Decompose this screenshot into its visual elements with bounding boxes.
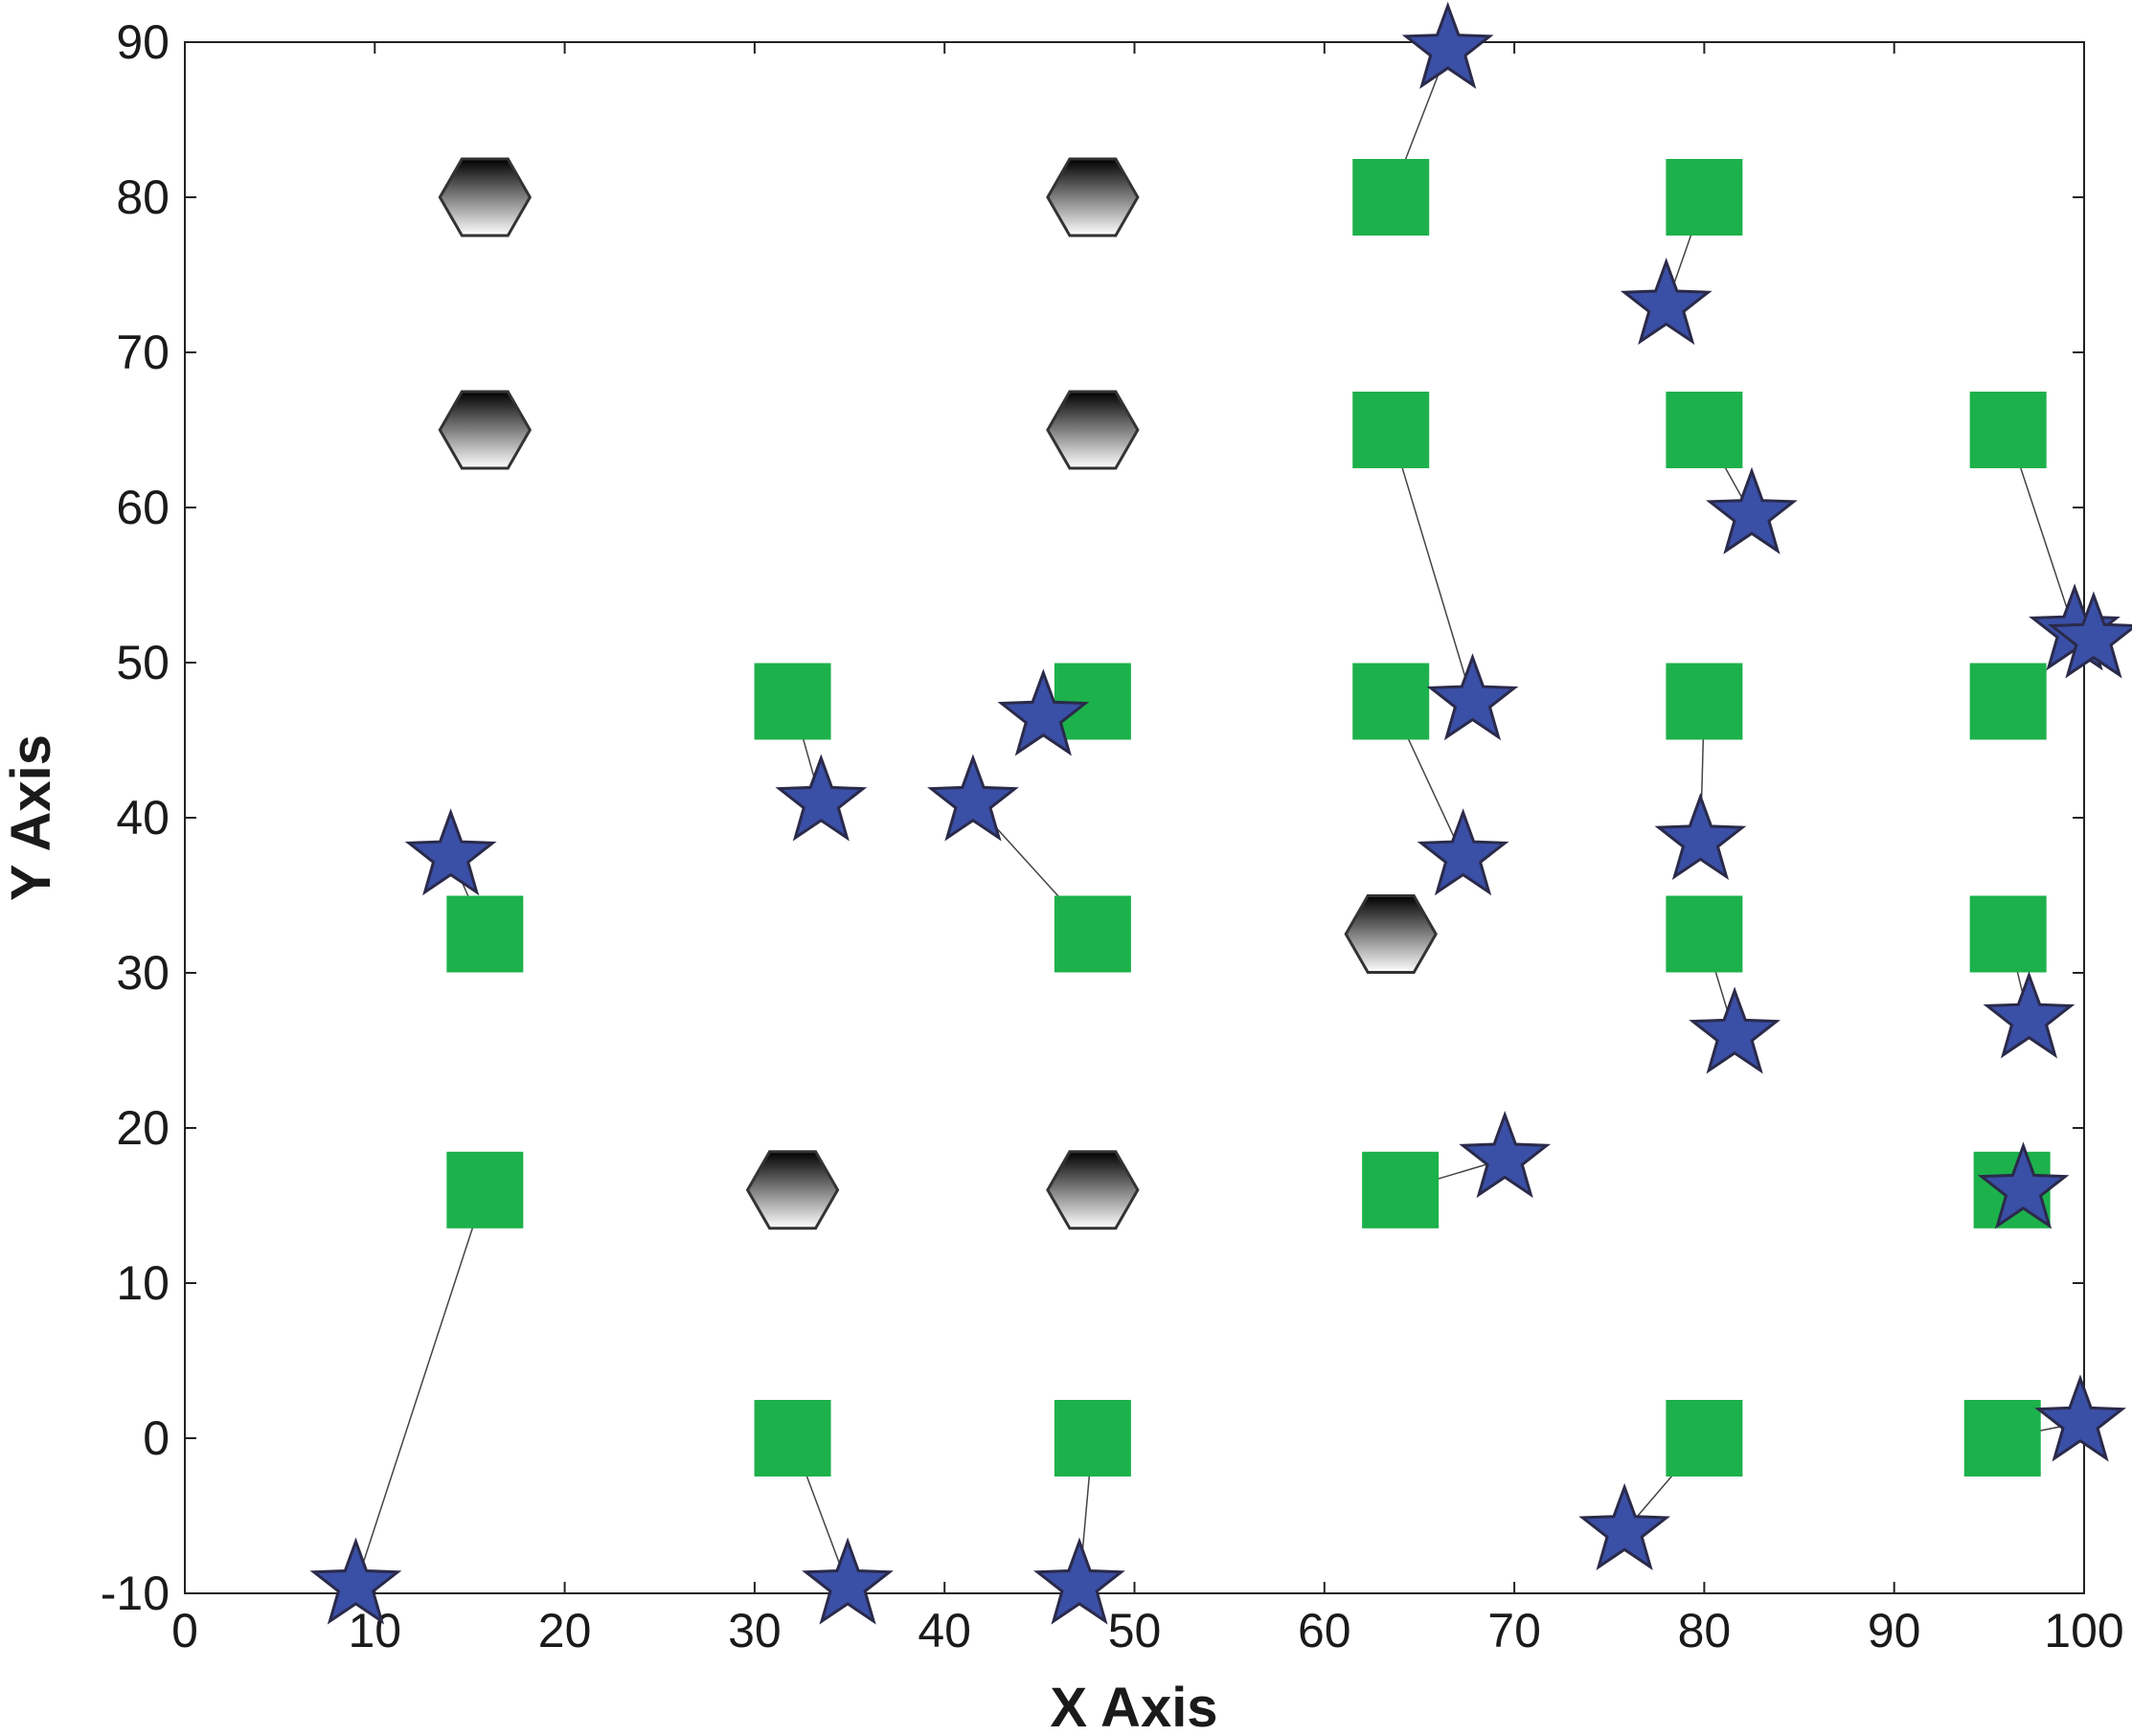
- hexagon-marker: [1046, 390, 1140, 470]
- x-tick-label: 70: [1487, 1604, 1541, 1657]
- x-tick-label: 0: [171, 1604, 198, 1657]
- y-tick-label: 70: [116, 326, 170, 379]
- plot-area: [184, 41, 2085, 1594]
- square-marker: [1969, 895, 2047, 973]
- link-line: [354, 1189, 487, 1587]
- star-marker: [1417, 808, 1509, 896]
- star-marker: [1977, 1141, 2070, 1229]
- star-marker: [1983, 971, 2075, 1059]
- star-marker: [1401, 1, 1494, 89]
- star-series: [309, 1, 2132, 1625]
- hexagon-marker: [1046, 157, 1140, 237]
- star-marker: [1578, 1482, 1671, 1570]
- hexagon-marker: [1046, 1150, 1140, 1230]
- star-marker: [802, 1537, 894, 1625]
- y-tick-label: 20: [116, 1101, 170, 1155]
- x-tick-label: 60: [1298, 1604, 1351, 1657]
- x-tick-label: 50: [1108, 1604, 1162, 1657]
- square-marker: [1666, 895, 1743, 973]
- x-tick-label: 30: [728, 1604, 782, 1657]
- y-tick-label: 60: [116, 481, 170, 534]
- x-tick-label: 20: [538, 1604, 592, 1657]
- square-marker: [446, 1151, 524, 1229]
- square-marker: [1352, 663, 1430, 740]
- y-tick-label: -10: [101, 1567, 170, 1620]
- x-tick-label: 40: [918, 1604, 971, 1657]
- star-marker: [1459, 1111, 1552, 1199]
- star-marker: [1033, 1537, 1125, 1625]
- square-marker: [754, 663, 831, 740]
- square-marker: [1666, 663, 1743, 740]
- hexagon-marker: [1344, 894, 1438, 974]
- y-tick-label: 50: [116, 636, 170, 689]
- star-marker: [1689, 986, 1781, 1074]
- y-tick-label: 40: [116, 791, 170, 845]
- square-marker: [1666, 392, 1743, 468]
- square-marker: [1352, 159, 1430, 236]
- star-marker: [309, 1537, 402, 1625]
- x-tick-label: 80: [1678, 1604, 1732, 1657]
- hexagon-marker: [438, 157, 533, 237]
- y-tick-label: 80: [116, 170, 170, 224]
- square-marker: [754, 1400, 831, 1477]
- y-tick-label: 10: [116, 1256, 170, 1310]
- square-marker: [1666, 159, 1743, 236]
- star-marker: [997, 668, 1090, 756]
- star-marker: [775, 754, 868, 842]
- link-line: [1390, 429, 1474, 702]
- star-marker: [1706, 466, 1798, 554]
- x-tick-label: 90: [1868, 1604, 1921, 1657]
- star-marker: [404, 808, 497, 896]
- star-marker: [1426, 653, 1519, 741]
- square-marker: [1054, 1400, 1131, 1477]
- star-marker: [1654, 792, 1747, 881]
- star-marker: [1620, 258, 1712, 346]
- y-tick-label: 90: [116, 15, 170, 69]
- tick-labels: 0 10 20 30 40 50 60 70 80 90 100-10010203040506070…: [101, 15, 2124, 1657]
- star-marker: [2034, 1374, 2126, 1462]
- x-axis-title: X Axis: [1050, 1677, 1217, 1736]
- square-marker: [1666, 1400, 1743, 1477]
- y-tick-label: 30: [116, 946, 170, 1000]
- y-axis-title: Y Axis: [0, 734, 62, 901]
- tick-marks: [184, 41, 2085, 1594]
- square-marker: [1969, 663, 2047, 740]
- y-tick-label: 0: [143, 1411, 170, 1465]
- hexagon-marker: [745, 1150, 840, 1230]
- square-marker: [1362, 1151, 1440, 1229]
- hexagon-marker: [438, 390, 533, 470]
- square-marker: [1352, 392, 1430, 468]
- square-marker: [1963, 1400, 2041, 1477]
- square-marker: [446, 895, 524, 973]
- star-marker: [927, 754, 1019, 842]
- hexagon-series: [438, 157, 1438, 1230]
- x-tick-label: 100: [2044, 1604, 2123, 1657]
- square-marker: [1054, 895, 1131, 973]
- star-marker: [2048, 591, 2132, 679]
- square-marker: [1969, 392, 2047, 468]
